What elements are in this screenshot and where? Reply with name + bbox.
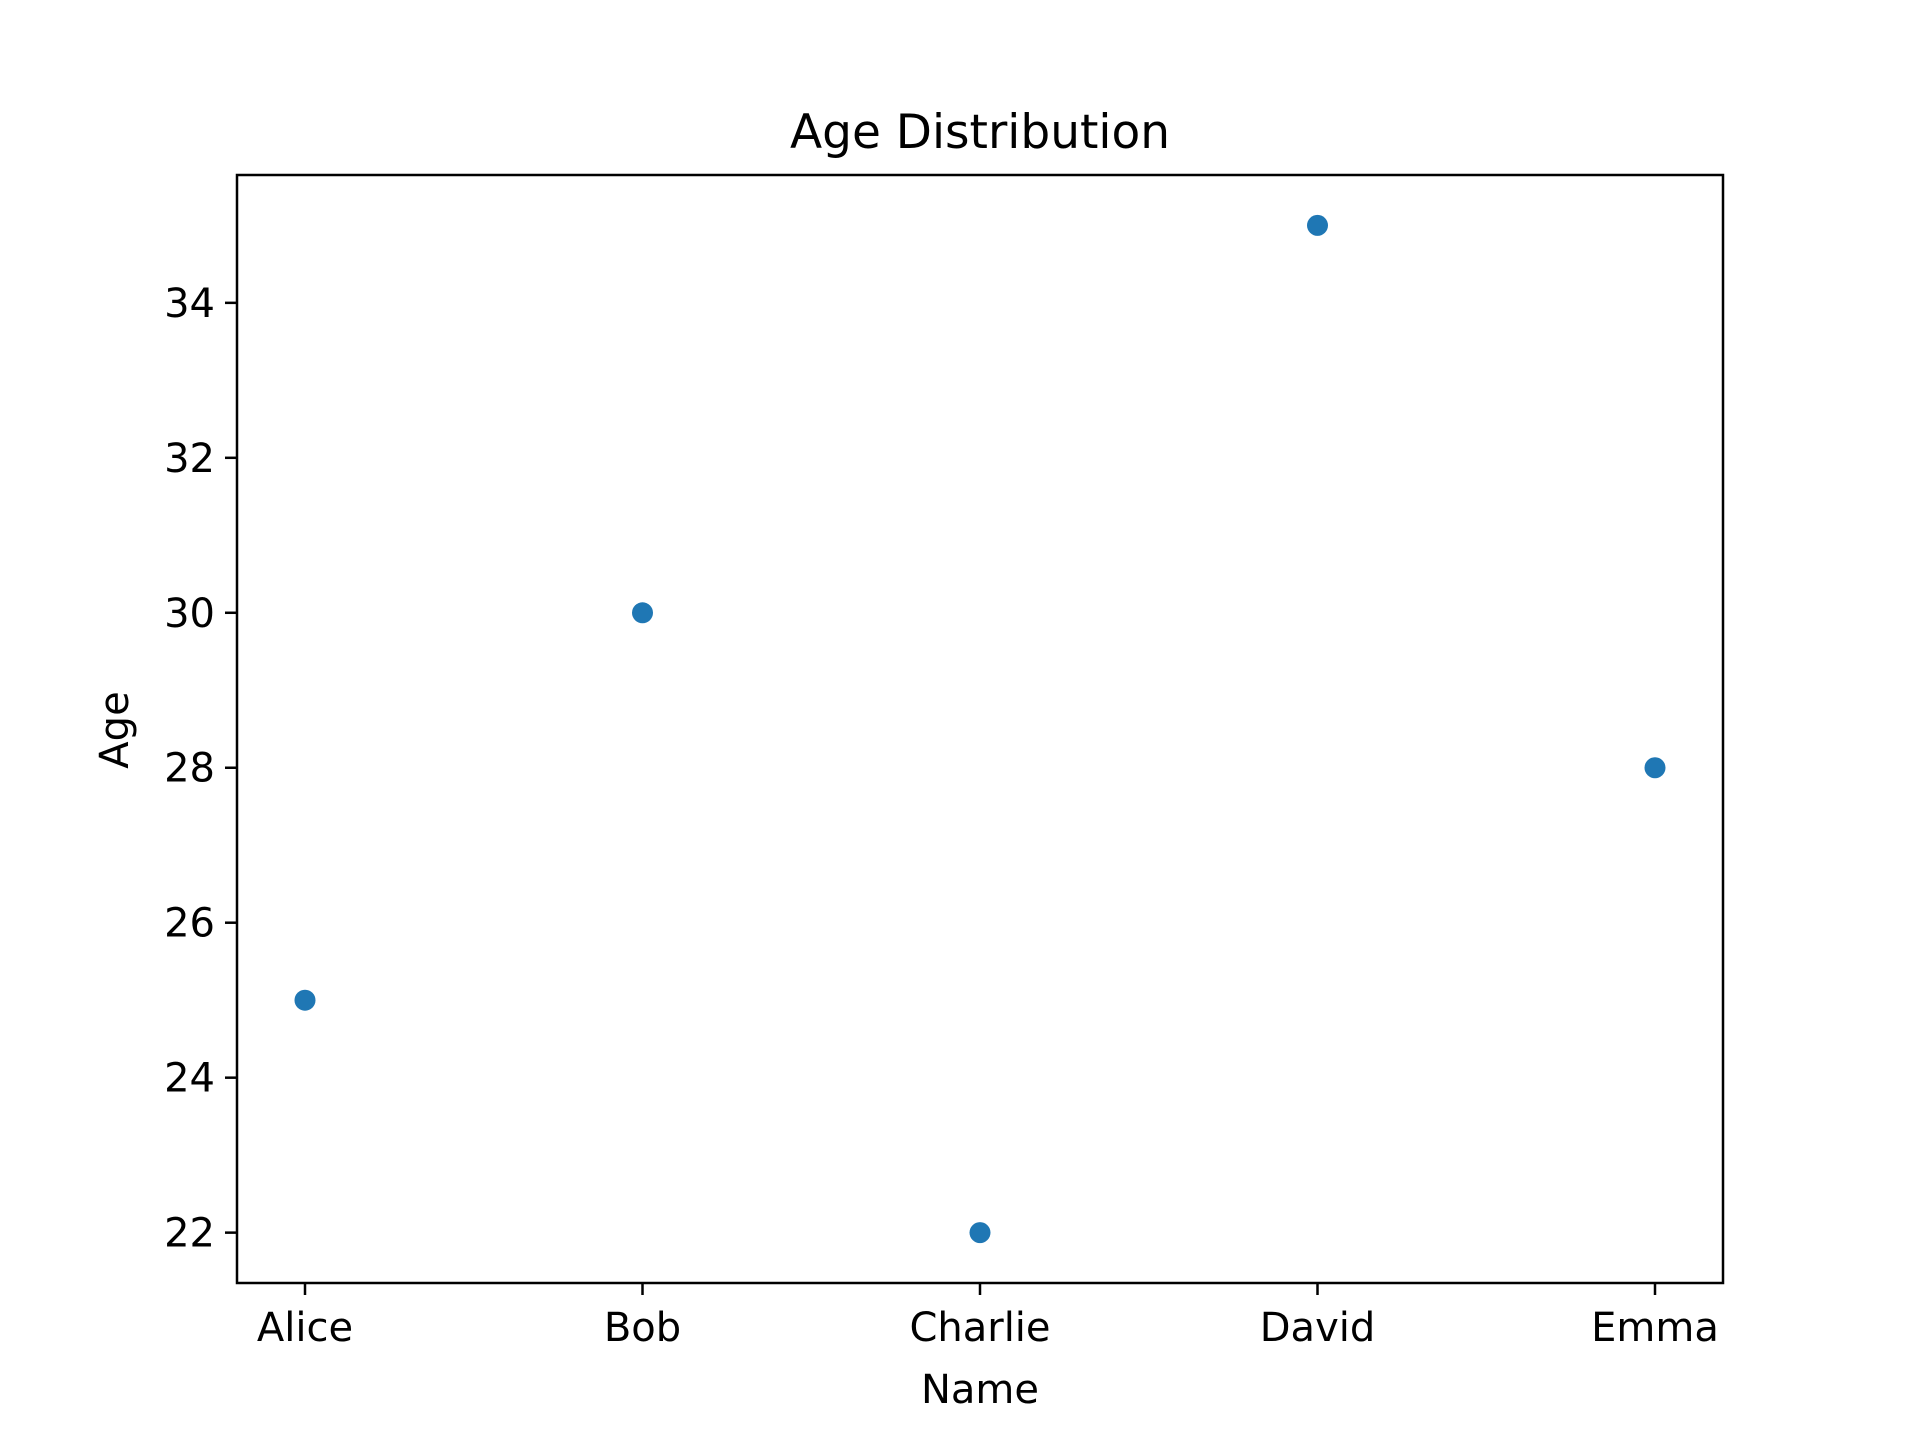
x-tick-label-david: David	[1260, 1305, 1376, 1351]
data-point-david	[1307, 214, 1328, 236]
x-tick-label-charlie: Charlie	[909, 1305, 1050, 1351]
chart-title: Age Distribution	[790, 105, 1170, 160]
x-tick-label-alice: Alice	[257, 1305, 353, 1351]
x-tick-label-emma: Emma	[1591, 1305, 1719, 1351]
y-tick-label: 28	[164, 746, 215, 792]
y-tick-label: 34	[164, 281, 215, 327]
y-tick-label: 30	[164, 591, 215, 637]
x-tick-label-bob: Bob	[604, 1305, 681, 1351]
data-point-alice	[294, 989, 316, 1011]
data-point-emma	[1644, 757, 1666, 779]
data-point-charlie	[969, 1222, 991, 1244]
y-axis-label: Age	[92, 691, 138, 768]
y-tick-label: 22	[164, 1211, 215, 1257]
x-axis-label: Name	[921, 1367, 1039, 1413]
y-tick-label: 32	[164, 436, 215, 482]
plot-area: 22 24 26 28 30 32 34 Alice Bob Charlie David Emma	[164, 173, 1725, 1351]
y-tick-label: 24	[164, 1056, 215, 1102]
y-tick-label: 26	[164, 901, 215, 947]
data-point-bob	[632, 602, 653, 624]
